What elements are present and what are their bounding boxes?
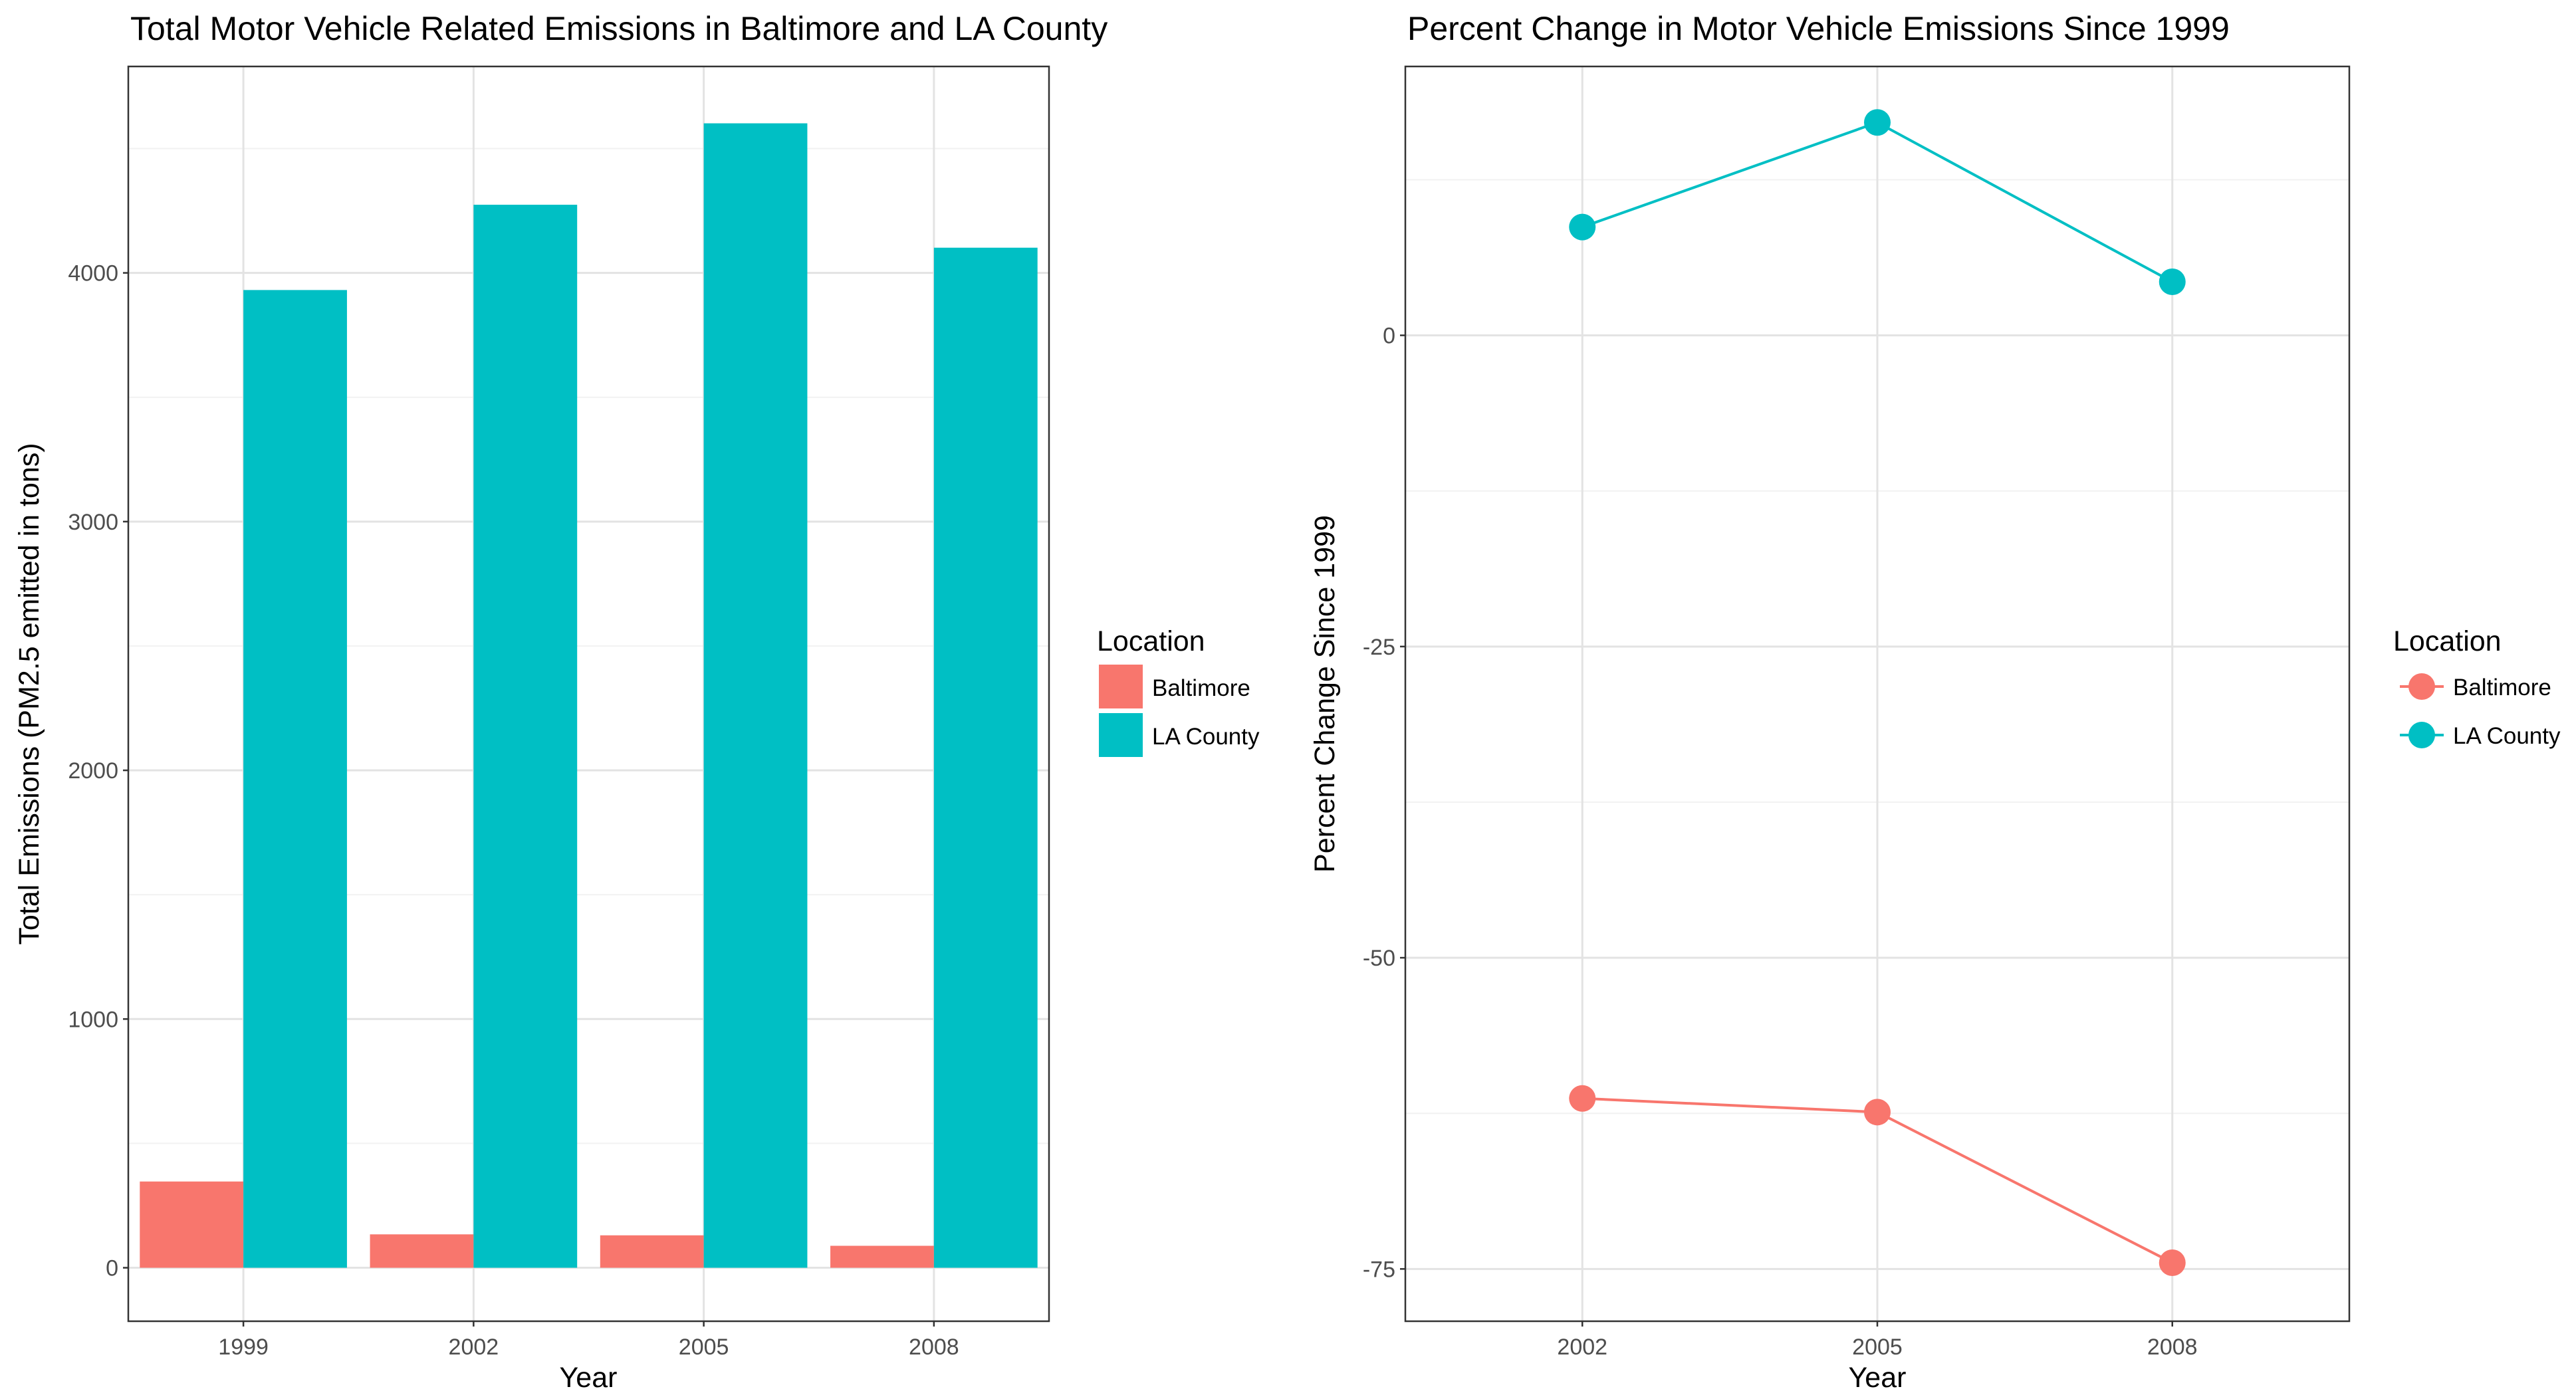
- y-tick-label: 0: [1383, 324, 1395, 349]
- x-tick-label: 2008: [909, 1335, 959, 1360]
- bar-la-county: [703, 123, 808, 1268]
- x-axis-ticks: 2002 2005 2008: [1557, 1321, 2198, 1360]
- legend: Location Baltimore LA County: [1097, 625, 1260, 757]
- legend-title: Location: [1097, 625, 1205, 657]
- point-la-county: [2159, 268, 2186, 296]
- bars: [140, 123, 1038, 1268]
- y-axis-ticks: 0 1000 2000 3000 4000: [68, 261, 128, 1281]
- bar-la-county: [473, 205, 578, 1268]
- legend-label-la-county: LA County: [2453, 723, 2561, 749]
- legend-key-point-baltimore: [2408, 673, 2435, 700]
- x-tick-label: 2008: [2147, 1335, 2198, 1360]
- x-tick-label: 2005: [679, 1335, 729, 1360]
- line-chart: Percent Change in Motor Vehicle Emission…: [1309, 10, 2561, 1394]
- bar-baltimore: [600, 1235, 704, 1268]
- y-tick-label: 4000: [68, 261, 118, 286]
- grid: [1405, 66, 2349, 1321]
- legend-key-la-county: [1099, 713, 1143, 757]
- point-la-county: [1569, 213, 1596, 241]
- legend-label-la-county: LA County: [1152, 724, 1260, 750]
- x-tick-label: 2002: [449, 1335, 499, 1360]
- point-baltimore: [2159, 1249, 2186, 1276]
- y-tick-label: 3000: [68, 510, 118, 535]
- bar-la-county: [933, 247, 1038, 1268]
- legend-label-baltimore: Baltimore: [2453, 675, 2551, 700]
- x-tick-label: 2005: [1852, 1335, 1903, 1360]
- y-axis-label: Total Emissions (PM2.5 emitted in tons): [13, 443, 45, 944]
- legend-key-baltimore: [1099, 665, 1143, 708]
- legend-label-baltimore: Baltimore: [1152, 675, 1250, 701]
- y-axis-ticks: -75 -50 -25 0: [1363, 324, 1405, 1282]
- bar-baltimore: [370, 1234, 474, 1268]
- chart-title: Total Motor Vehicle Related Emissions in…: [130, 10, 1108, 47]
- legend-key-point-la-county: [2408, 722, 2435, 748]
- bar-baltimore: [830, 1245, 934, 1268]
- panel-border: [127, 65, 1050, 1323]
- y-tick-label: 0: [106, 1256, 118, 1281]
- y-tick-label: -50: [1363, 946, 1395, 971]
- legend-title: Location: [2393, 625, 2502, 657]
- bar-la-county: [243, 290, 347, 1268]
- y-axis-label: Percent Change Since 1999: [1309, 515, 1341, 873]
- y-tick-label: 1000: [68, 1007, 118, 1032]
- bar-chart: Total Motor Vehicle Related Emissions in…: [13, 10, 1260, 1394]
- y-tick-label: 2000: [68, 758, 118, 784]
- y-tick-label: -25: [1363, 635, 1395, 660]
- chart-title: Percent Change in Motor Vehicle Emission…: [1407, 10, 2230, 47]
- x-tick-label: 1999: [218, 1335, 269, 1360]
- bar-baltimore: [140, 1181, 244, 1268]
- y-tick-label: -75: [1363, 1257, 1395, 1282]
- x-axis-ticks: 1999 2002 2005 2008: [218, 1321, 959, 1360]
- points: [1569, 109, 2186, 1276]
- point-baltimore: [1864, 1099, 1891, 1126]
- point-la-county: [1864, 109, 1891, 136]
- legend: Location Baltimore LA County: [2393, 625, 2561, 749]
- x-axis-label: Year: [560, 1362, 618, 1394]
- point-baltimore: [1569, 1085, 1596, 1112]
- x-tick-label: 2002: [1557, 1335, 1607, 1360]
- x-axis-label: Year: [1849, 1362, 1907, 1394]
